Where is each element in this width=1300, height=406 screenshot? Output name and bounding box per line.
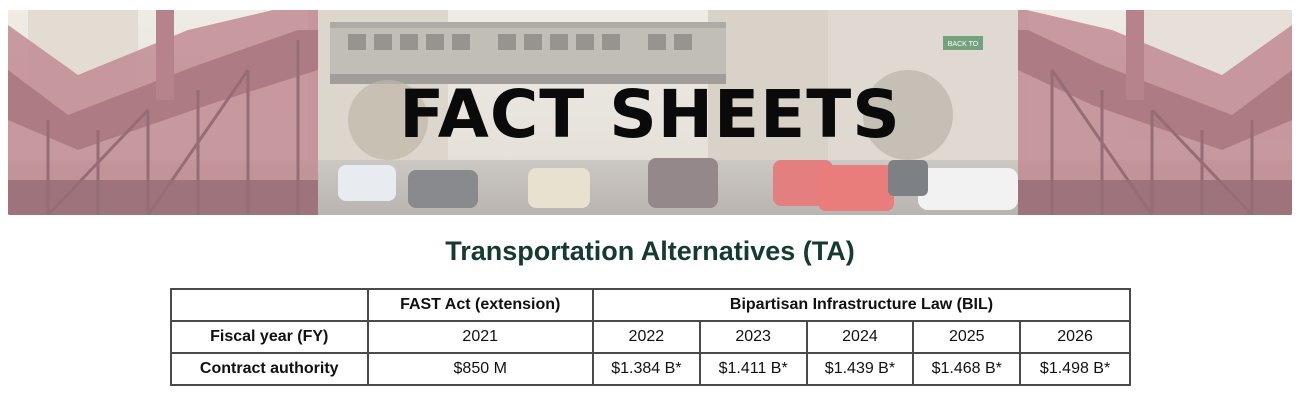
city-street-banner-image: BACK TO bbox=[8, 10, 1292, 215]
year-cell: 2024 bbox=[805, 320, 915, 354]
year-cell: 2026 bbox=[1019, 320, 1131, 354]
fact-sheets-banner: BACK TO FACT SHEETS bbox=[8, 10, 1292, 215]
table-header-row: FAST Act (extension) Bipartisan Infrastr… bbox=[170, 288, 1132, 322]
header-blank-cell bbox=[170, 288, 369, 322]
funding-table: FAST Act (extension) Bipartisan Infrastr… bbox=[170, 288, 1132, 386]
year-cell: 2022 bbox=[591, 320, 701, 354]
amount-cell: $1.468 B* bbox=[912, 352, 1022, 386]
year-cell: 2023 bbox=[698, 320, 808, 354]
amount-cell: $1.384 B* bbox=[591, 352, 701, 386]
year-cell: 2025 bbox=[912, 320, 1022, 354]
year-cell: 2021 bbox=[366, 320, 594, 354]
contract-authority-label: Contract authority bbox=[170, 352, 369, 386]
page-title: Transportation Alternatives (TA) bbox=[445, 236, 855, 266]
amount-cell: $1.498 B* bbox=[1019, 352, 1131, 386]
street-sign-text: BACK TO bbox=[948, 41, 979, 48]
amount-cell: $1.439 B* bbox=[805, 352, 915, 386]
amount-cell: $1.411 B* bbox=[698, 352, 808, 386]
fiscal-year-label: Fiscal year (FY) bbox=[170, 320, 369, 354]
header-fast-act: FAST Act (extension) bbox=[366, 288, 594, 322]
banner-title: FACT SHEETS bbox=[399, 76, 901, 153]
header-bil: Bipartisan Infrastructure Law (BIL) bbox=[591, 288, 1132, 322]
amount-cell: $850 M bbox=[366, 352, 594, 386]
table-row: Fiscal year (FY) 2021 2022 2023 2024 202… bbox=[170, 320, 1131, 354]
table-row: Contract authority $850 M $1.384 B* $1.4… bbox=[170, 352, 1131, 386]
